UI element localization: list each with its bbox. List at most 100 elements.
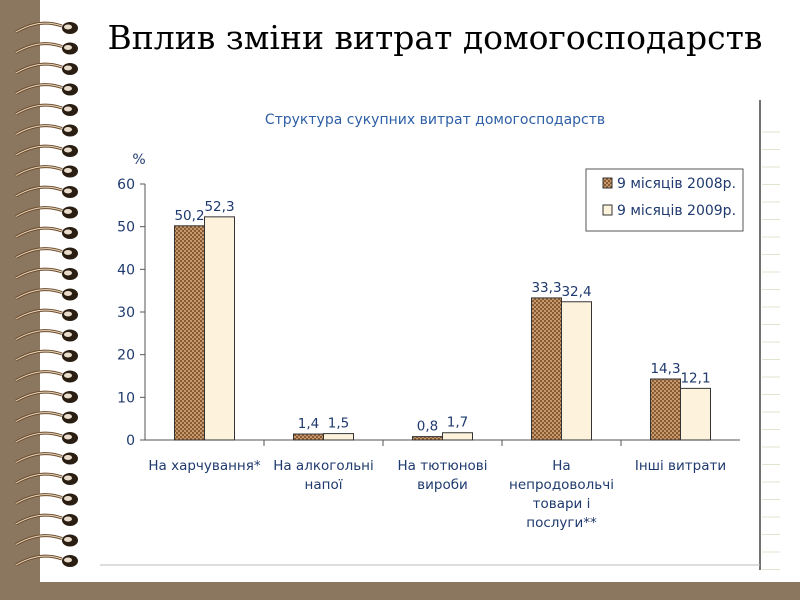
spiral-ring bbox=[15, 83, 78, 96]
bar-2009 bbox=[561, 301, 592, 441]
spiral-hole-shine bbox=[64, 147, 72, 153]
spiral-wire-highlight bbox=[15, 330, 63, 340]
spiral-ring bbox=[15, 62, 78, 75]
spiral-wire-highlight bbox=[15, 104, 63, 115]
spiral-wire-highlight bbox=[15, 473, 63, 484]
spiral-hole-shine bbox=[64, 291, 72, 296]
x-category-label: товари і bbox=[533, 496, 591, 512]
x-category-label: вироби bbox=[417, 477, 468, 493]
spiral-wire-highlight bbox=[15, 43, 63, 53]
y-tick-label: 30 bbox=[117, 305, 135, 321]
spiral-hole-shine bbox=[64, 24, 72, 30]
spiral-hole-shine bbox=[64, 414, 72, 419]
spiral-hole-shine bbox=[64, 332, 72, 337]
spiral-hole-shine bbox=[64, 373, 72, 378]
spiral-ring bbox=[15, 226, 78, 239]
y-tick-label: 50 bbox=[117, 220, 135, 236]
y-axis-label: % bbox=[132, 152, 145, 168]
spiral-hole-shine bbox=[64, 250, 72, 255]
spiral-hole-shine bbox=[64, 496, 72, 501]
x-category-label: На алкогольні bbox=[273, 458, 374, 474]
spiral-ring bbox=[15, 124, 78, 137]
spiral-hole-shine bbox=[64, 352, 72, 358]
spiral-wire-highlight bbox=[15, 535, 63, 545]
spiral-ring bbox=[15, 21, 78, 34]
y-tick-label: 0 bbox=[126, 433, 135, 449]
legend-swatch bbox=[602, 177, 613, 189]
x-category-label: непродовольчі bbox=[509, 477, 614, 493]
bar-2009 bbox=[442, 432, 473, 441]
spiral-hole-shine bbox=[64, 516, 72, 522]
y-tick-label: 20 bbox=[117, 348, 135, 364]
data-label: 1,4 bbox=[298, 416, 319, 432]
data-label: 1,5 bbox=[328, 416, 349, 432]
spiral-ring bbox=[15, 472, 78, 485]
spiral-ring bbox=[15, 452, 78, 465]
spiral-hole-shine bbox=[64, 557, 72, 563]
spiral-hole-shine bbox=[64, 393, 72, 399]
bar-2009 bbox=[680, 387, 711, 441]
spiral-ring bbox=[15, 513, 78, 526]
spiral-ring bbox=[15, 42, 78, 55]
data-label: 52,3 bbox=[204, 199, 234, 215]
slide-title: Вплив зміни витрат домогосподарств bbox=[107, 18, 763, 57]
spiral-ring bbox=[15, 349, 78, 362]
spiral-ring bbox=[15, 554, 78, 567]
data-label: 14,3 bbox=[650, 361, 680, 377]
spiral-ring bbox=[15, 493, 78, 506]
spiral-wire-highlight bbox=[15, 207, 63, 217]
spiral-ring bbox=[15, 103, 78, 116]
spiral-ring bbox=[15, 144, 78, 157]
spiral-wire-highlight bbox=[15, 350, 63, 361]
spiral-hole-shine bbox=[64, 45, 72, 50]
y-tick-label: 40 bbox=[117, 262, 135, 278]
spiral-wire-highlight bbox=[15, 63, 63, 74]
spiral-ring bbox=[15, 185, 78, 198]
y-tick-label: 60 bbox=[117, 177, 135, 193]
spiral-ring bbox=[15, 247, 78, 260]
data-label: 32,4 bbox=[561, 284, 591, 300]
spiral-hole-shine bbox=[64, 86, 72, 91]
spiral-ring bbox=[15, 329, 78, 342]
spiral-wire-highlight bbox=[15, 145, 63, 156]
spiral-hole-shine bbox=[64, 209, 72, 214]
y-tick-label: 10 bbox=[117, 390, 135, 406]
data-label: 1,7 bbox=[447, 415, 468, 431]
bar-2009 bbox=[323, 433, 354, 441]
spiral-wire-highlight bbox=[15, 84, 63, 94]
spiral-ring bbox=[15, 165, 78, 178]
spiral-wire-highlight bbox=[15, 555, 63, 566]
spiral-wire-highlight bbox=[15, 453, 63, 463]
spiral-wire-highlight bbox=[15, 289, 63, 299]
spiral-hole-shine bbox=[64, 455, 72, 460]
x-category-label: послуги** bbox=[526, 515, 597, 531]
bar-2008 bbox=[174, 225, 205, 441]
x-category-label: Інші витрати bbox=[635, 458, 726, 474]
spiral-wire-highlight bbox=[15, 186, 63, 197]
x-category-label: На bbox=[552, 458, 570, 474]
bar-2008 bbox=[412, 436, 443, 441]
spiral-wire-highlight bbox=[15, 391, 63, 402]
spiral-ring bbox=[15, 267, 78, 280]
bar-2009 bbox=[204, 216, 235, 441]
data-label: 50,2 bbox=[174, 208, 204, 224]
spiral-ring bbox=[15, 370, 78, 383]
data-label: 0,8 bbox=[417, 419, 438, 435]
data-label: 33,3 bbox=[531, 280, 561, 296]
bar-2008 bbox=[293, 433, 324, 441]
spiral-ring bbox=[15, 431, 78, 444]
spiral-wire-highlight bbox=[15, 125, 63, 135]
spiral-hole-shine bbox=[64, 229, 72, 235]
spiral-hole-shine bbox=[64, 475, 72, 481]
spiral-hole-shine bbox=[64, 188, 72, 194]
spiral-hole-shine bbox=[64, 311, 72, 317]
spiral-ring bbox=[15, 390, 78, 403]
spiral-hole-shine bbox=[64, 127, 72, 132]
x-category-label: напої bbox=[305, 477, 343, 493]
paper-page bbox=[40, 0, 800, 582]
spiral-hole-shine bbox=[64, 537, 72, 542]
spiral-hole-shine bbox=[64, 106, 72, 112]
spiral-ring bbox=[15, 308, 78, 321]
x-category-label: На тютюнові bbox=[398, 458, 488, 474]
